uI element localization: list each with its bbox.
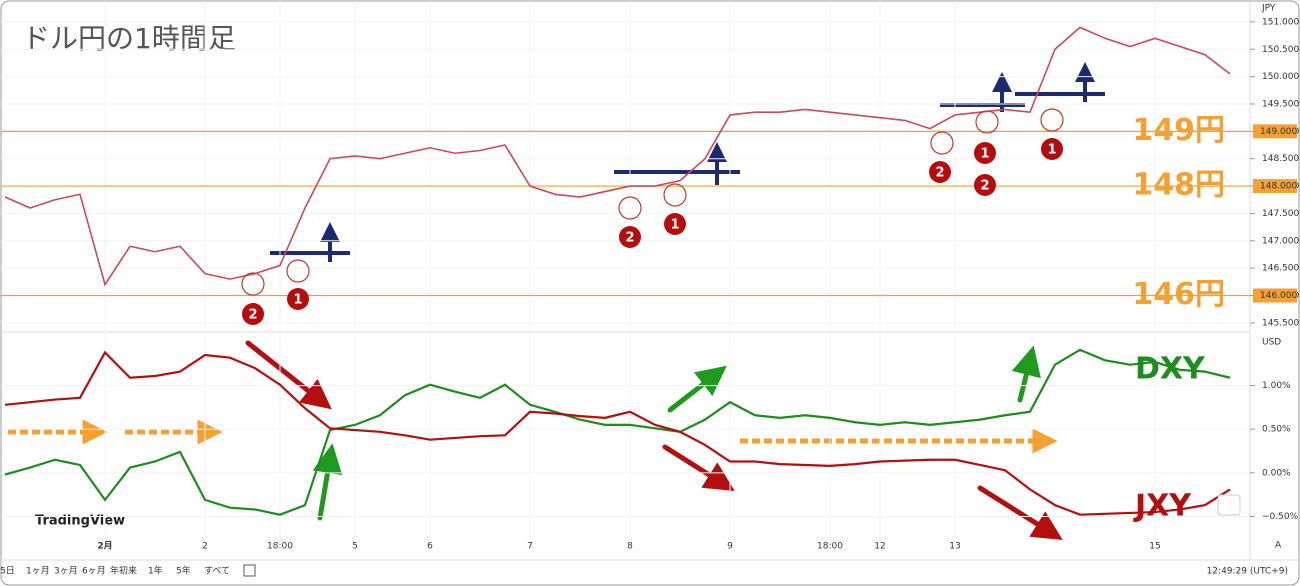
marker-badge [664,213,686,235]
currency: JPY [1261,4,1276,14]
series-label: DXY [1135,352,1206,387]
x-tick-label: 6 [427,542,433,552]
y-tick-label: 145.500 [1262,318,1299,328]
range-button[interactable]: 年初来 [110,565,137,577]
y-tick-label: 0.50% [1262,425,1291,435]
range-button[interactable]: 1ヶ月 [26,566,50,577]
y-tick-label: 148.500 [1262,154,1299,164]
x-tick-label: 8 [627,542,633,552]
scale-mode[interactable]: A [1275,541,1282,551]
marker-number: 2 [625,231,634,246]
range-button[interactable]: 5年 [176,565,191,577]
x-tick-label: 13 [949,542,960,552]
y-tick-label: 149.500 [1262,99,1299,109]
x-tick-label: 2 [202,542,208,552]
marker-ring [618,196,642,220]
marker-number: 2 [935,166,944,181]
marker-badge [619,226,641,248]
level-tag [1253,179,1297,194]
date-range-icon [243,564,256,577]
marker-number: 1 [293,293,302,308]
x-tick-label: 18:00 [267,542,293,552]
marker-number: 2 [980,179,989,194]
x-tick-label: 18:00 [817,542,843,552]
x-tick-label: 12 [874,542,885,552]
x-tick-label: 2月 [97,541,112,552]
range-button[interactable]: 6ヶ月 [82,566,106,577]
marker-ring [975,110,999,134]
y-tick-label: 151.000 [1262,17,1299,27]
marker-ring [241,272,265,296]
marker-badge [287,288,309,310]
marker-number: 1 [980,147,989,162]
series-label: JXY [1133,489,1192,524]
range-button[interactable]: 1年 [148,565,163,577]
range-button[interactable]: すべて [204,566,230,577]
marker-badge [1041,138,1063,160]
level-tag [1253,288,1297,303]
y-tick-label: 150.500 [1262,45,1299,55]
y-tick-label: 147.500 [1262,209,1299,219]
marker-ring [663,183,687,207]
marker-ring [1040,108,1064,132]
marker-badge [929,161,951,183]
marker-number: 1 [670,218,679,233]
level-tag-label: 148.000 [1260,182,1297,192]
y-tick-label: 146.500 [1262,264,1299,274]
level-tag [1253,124,1297,139]
y-tick-label: 1.00% [1262,381,1291,391]
level-label: 149円 [1132,113,1225,148]
level-tag-label: 146.000 [1260,291,1297,301]
x-tick-label: 5 [352,542,358,552]
marker-number: 2 [248,308,257,323]
y-tick-label: 0.00% [1262,468,1291,478]
series-line [4,350,1231,516]
y-tick-label: 150.000 [1262,72,1299,82]
range-button[interactable]: 3ヶ月 [54,566,78,577]
annotations [8,62,1105,540]
marker-ring [930,131,954,155]
scroll-button [1217,494,1241,516]
series-line [4,26,1231,287]
y-tick-label: 147.000 [1262,236,1299,246]
marker-number: 1 [1047,143,1056,158]
x-tick-label: 7 [527,542,533,552]
clock: 12:49:29 (UTC+9) [1207,567,1288,577]
series-line [4,348,1231,516]
x-tick-label: 15 [1149,542,1160,552]
marker-badge [242,303,264,325]
level-tag-label: 149.000 [1260,127,1297,137]
currency: USD [1262,338,1281,348]
marker-ring [286,259,310,283]
brand: TradingView [35,514,125,529]
y-tick-label: −0.50% [1262,512,1299,522]
level-label: 148円 [1132,168,1225,203]
x-tick-label: 9 [727,542,733,552]
marker-badge [974,142,996,164]
range-button[interactable]: 5日 [0,566,15,577]
chart-title: ドル円の1時間足 [22,22,236,55]
level-label: 146円 [1132,277,1225,312]
marker-badge [974,174,996,196]
